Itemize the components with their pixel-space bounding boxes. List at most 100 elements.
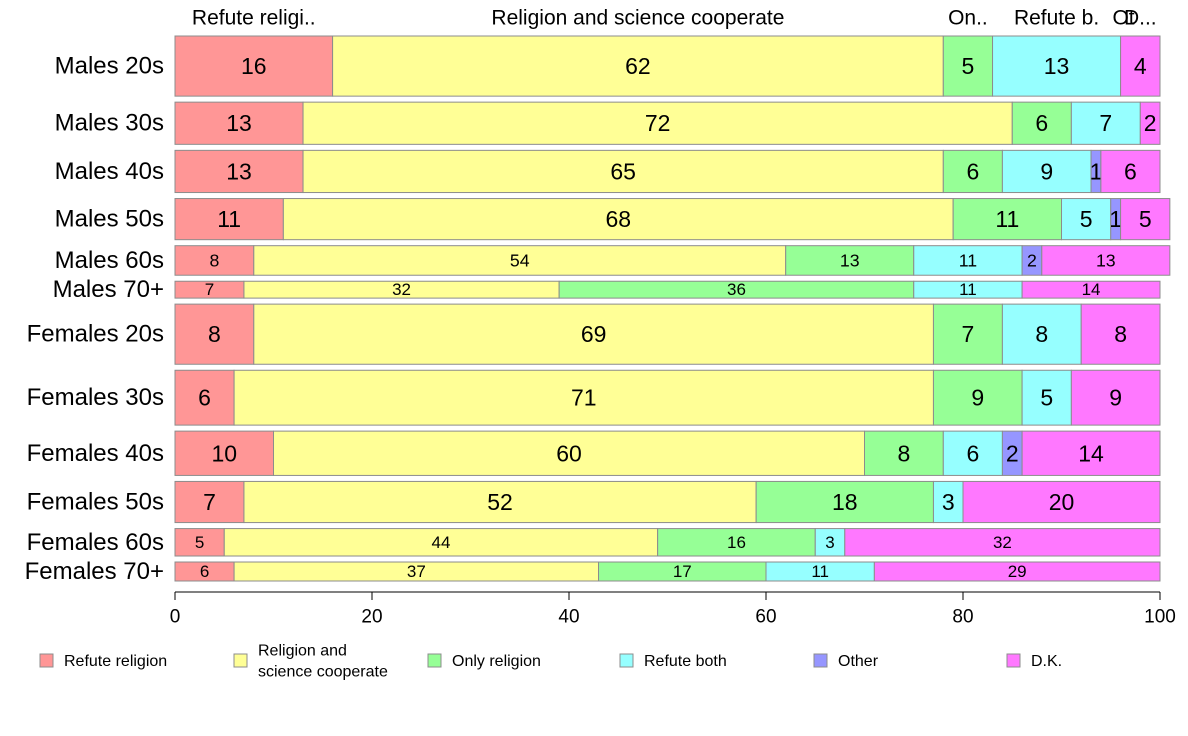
- bar-segment: [1061, 198, 1112, 241]
- row-label: Males 20s: [55, 53, 164, 80]
- row-label: Males 50s: [55, 206, 164, 233]
- bar-segment: [952, 198, 1063, 241]
- bar-value-label: 44: [431, 533, 450, 552]
- x-tick-label: 0: [170, 607, 181, 628]
- top-category-label: Refute b.: [1014, 7, 1099, 30]
- bar-segment: [1139, 101, 1161, 145]
- legend-item: Religion and science cooperate: [233, 642, 388, 680]
- row-label: Females 60s: [27, 529, 164, 556]
- bar-segment: [174, 149, 304, 194]
- top-category-labels: Refute religi.. Religion and science coop…: [192, 7, 1157, 30]
- bar-segment: [932, 480, 964, 524]
- bar-value-label: 36: [727, 280, 746, 299]
- bar-segment: [864, 430, 944, 476]
- bar-value-label: 1: [1090, 158, 1103, 184]
- bar-value-label: 3: [942, 489, 955, 515]
- bar-row: 13 65 6 9 1 6: [174, 149, 1161, 194]
- bar-segment: [233, 369, 934, 426]
- bar-segment: [1041, 245, 1171, 276]
- bar-value-label: 32: [993, 533, 1012, 552]
- bar-segment: [1070, 369, 1161, 426]
- legend-swatch: [1006, 653, 1021, 668]
- bar-segment: [942, 149, 1003, 194]
- bar-value-label: 2: [1006, 440, 1019, 466]
- bar-value-label: 5: [962, 53, 975, 79]
- bar-value-label: 54: [510, 250, 530, 270]
- bar-value-label: 8: [1035, 321, 1048, 347]
- legend-swatch: [427, 653, 442, 668]
- bar-row: 7 32 36 11 14: [174, 280, 1161, 299]
- bar-value-label: 7: [205, 280, 214, 299]
- bar-row: 13 72 6 7 2: [174, 101, 1161, 145]
- row-label: Males 30s: [55, 110, 164, 137]
- bar-value-label: 7: [962, 321, 975, 347]
- bar-segment: [1100, 149, 1161, 194]
- bar-segment: [302, 101, 1013, 145]
- bar-row: 6 71 9 5 9: [174, 369, 1161, 426]
- bar-value-label: 16: [727, 533, 746, 552]
- bar-value-label: 62: [625, 53, 651, 79]
- legend-item: D.K.: [1006, 653, 1062, 670]
- legend-swatch: [233, 653, 248, 668]
- bar-value-label: 69: [581, 321, 607, 347]
- bar-segment: [844, 528, 1161, 557]
- bar-segment: [1120, 35, 1161, 97]
- legend-item: Only religion: [427, 653, 541, 670]
- bar-segment: [785, 245, 915, 276]
- legend-label: Only religion: [452, 653, 541, 670]
- bar-segment: [302, 149, 944, 194]
- bar-value-label: 8: [898, 440, 911, 466]
- bar-value-label: 9: [971, 385, 984, 411]
- legend-label: Other: [838, 653, 879, 670]
- bar-segment: [253, 303, 934, 365]
- bar-segment: [282, 198, 954, 241]
- bar-value-label: 11: [217, 206, 241, 232]
- bar-segment: [1021, 430, 1161, 476]
- bar-value-label: 9: [1040, 158, 1053, 184]
- bar-value-label: 4: [1134, 53, 1147, 79]
- legend: Refute religion Religion and science coope…: [39, 642, 1062, 680]
- bar-value-label: 3: [825, 533, 834, 552]
- row-labels: Males 20s Males 30s Males 40s Males 50s Male…: [25, 53, 164, 585]
- bar-value-label: 11: [995, 206, 1019, 232]
- bar-row: 10 60 8 6 2 14: [174, 430, 1161, 476]
- top-category-label: Religion and science cooperate: [491, 7, 784, 30]
- bar-row: 11 68 11 5 1 5: [174, 198, 1171, 241]
- bar-segment: [1021, 280, 1161, 299]
- bar-segment: [1120, 198, 1171, 241]
- legend-label: D.K.: [1031, 653, 1062, 670]
- bar-segment: [1001, 303, 1082, 365]
- legend-item: Refute both: [619, 653, 727, 670]
- row-label: Females 70+: [25, 558, 164, 585]
- bar-value-label: 8: [1114, 321, 1127, 347]
- bar-value-label: 10: [211, 440, 237, 466]
- row-label: Females 30s: [27, 384, 164, 411]
- row-label: Males 60s: [55, 247, 164, 274]
- bar-value-label: 8: [208, 321, 221, 347]
- bar-value-label: 2: [1144, 110, 1157, 136]
- legend-label: Refute both: [644, 653, 727, 670]
- bar-value-label: 5: [1080, 206, 1093, 232]
- x-tick-label: 40: [558, 607, 579, 628]
- legend-label: Refute religion: [64, 653, 167, 670]
- legend-label: Religion and science cooperate: [258, 642, 388, 680]
- legend-swatch: [39, 653, 54, 668]
- bar-value-label: 11: [811, 562, 829, 581]
- bar-value-label: 13: [226, 110, 252, 136]
- bar-value-label: 6: [198, 385, 211, 411]
- legend-item: Refute religion: [39, 653, 167, 670]
- bar-value-label: 52: [487, 489, 513, 515]
- x-tick-label: 20: [361, 607, 382, 628]
- top-category-label: Refute religi..: [192, 7, 316, 30]
- bar-segment: [174, 198, 284, 241]
- bar-value-label: 6: [200, 562, 209, 581]
- bar-segment: [174, 303, 255, 365]
- legend-item: Other: [813, 653, 879, 670]
- bar-value-label: 13: [226, 158, 252, 184]
- top-category-label: D...: [1124, 7, 1157, 30]
- bar-value-label: 29: [1008, 562, 1027, 581]
- bar-value-label: 18: [832, 489, 858, 515]
- bar-segment: [253, 245, 787, 276]
- x-tick-label: 100: [1144, 607, 1176, 628]
